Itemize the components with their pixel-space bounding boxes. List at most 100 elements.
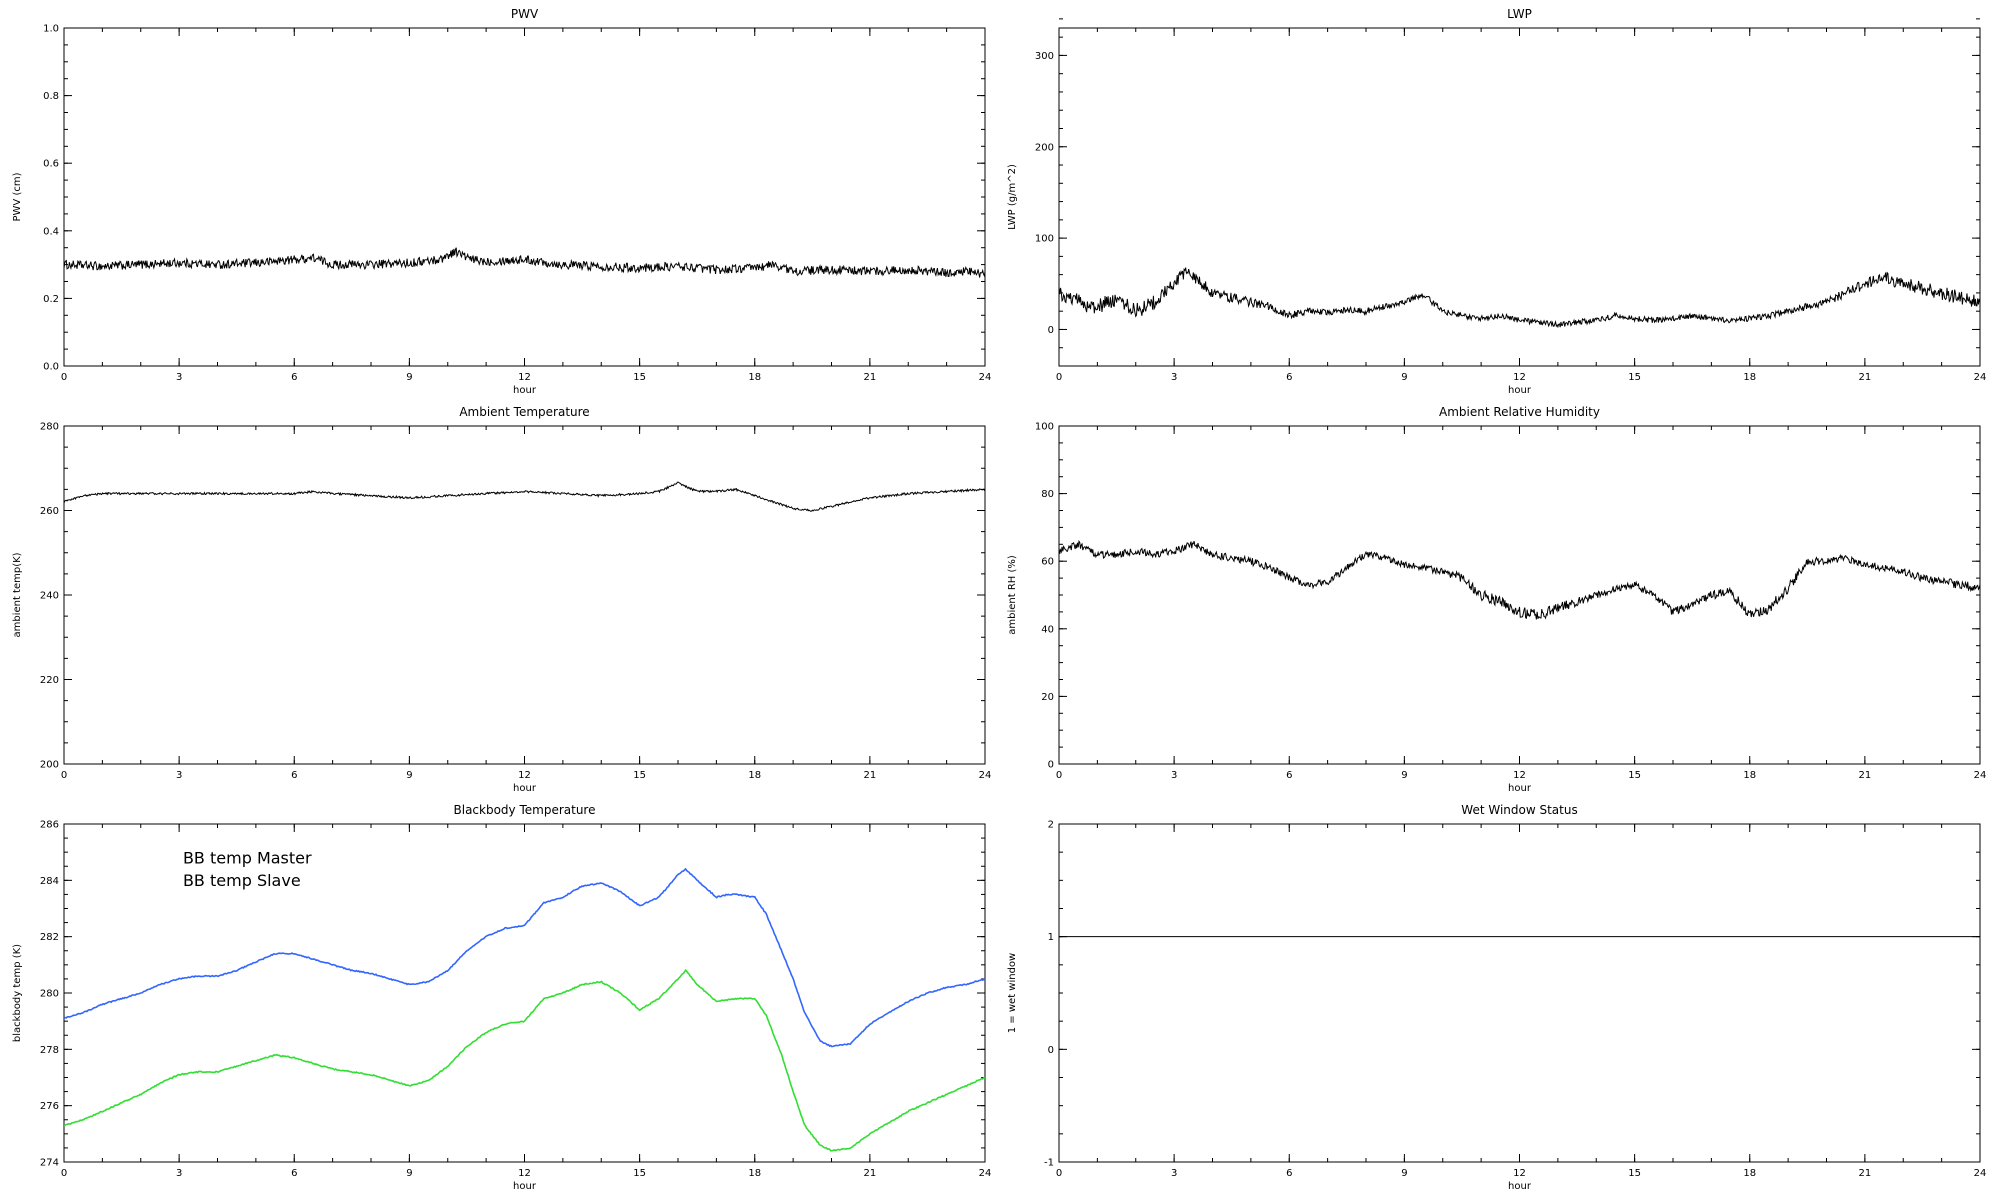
- x-tick-label: 12: [518, 770, 531, 781]
- x-axis-label: hour: [513, 385, 537, 396]
- x-tick-label: 6: [1286, 372, 1292, 383]
- chart-title: Wet Window Status: [1461, 803, 1578, 817]
- y-tick-label: 284: [40, 876, 59, 887]
- x-tick-label: 0: [61, 770, 67, 781]
- y-tick-label: 300: [1035, 51, 1054, 62]
- x-tick-label: 6: [291, 1168, 297, 1179]
- x-tick-label: 12: [1513, 372, 1526, 383]
- bb-temp-master-line: [63, 867, 986, 1048]
- x-tick-label: 3: [1171, 770, 1177, 781]
- y-tick-label: -1: [1044, 1158, 1054, 1169]
- plot-frame: [1058, 27, 1981, 367]
- pwv-line: [63, 247, 986, 278]
- chart-title: PWV: [510, 7, 539, 21]
- axis-ticks: [1058, 823, 1981, 1163]
- y-tick-label: 0.6: [43, 159, 59, 170]
- x-tick-label: 0: [61, 1168, 67, 1179]
- chart-title: Ambient Relative Humidity: [1439, 405, 1600, 419]
- x-tick-label: 9: [1401, 1168, 1407, 1179]
- x-tick-label: 15: [633, 372, 646, 383]
- y-tick-label: 200: [1035, 142, 1054, 153]
- x-tick-label: 24: [979, 1168, 992, 1179]
- x-tick-label: 18: [1743, 1168, 1756, 1179]
- axis-ticks: [63, 823, 986, 1163]
- x-tick-label: 24: [1974, 770, 1987, 781]
- y-tick-label: 274: [40, 1158, 59, 1169]
- y-tick-label: 40: [1041, 624, 1054, 635]
- y-axis-label: PWV (cm): [12, 172, 23, 221]
- y-tick-label: 280: [40, 989, 59, 1000]
- panel-blackbody-temperature: Blackbody Temperature 0 3 6 9 12 15 18 21 24 274 2…: [6, 800, 999, 1196]
- y-tick-label: 20: [1041, 692, 1054, 703]
- panel-pwv: PWV 0 3 6 9 12 15 18 21 24 0.0 0.2 0.4 0.6 0.8 1.0 hour…: [6, 4, 999, 400]
- ambient-temperature-plot: 0 3 6 9 12 15 18 21 24 200 220 240 260 280 hour ambient…: [12, 422, 992, 795]
- x-tick-label: 3: [1171, 372, 1177, 383]
- y-tick-label: 200: [40, 760, 59, 771]
- x-tick-label: 21: [1859, 770, 1872, 781]
- panel-ambient-temperature: Ambient Temperature 0 3 6 9 12 15 18 21 24 200 220…: [6, 402, 999, 798]
- panel-ambient-rh: Ambient Relative Humidity 0 3 6 9 12 15 18 21 24…: [1001, 402, 1994, 798]
- y-tick-label: 0: [1048, 1045, 1054, 1056]
- x-tick-label: 6: [1286, 1168, 1292, 1179]
- x-tick-label: 24: [979, 770, 992, 781]
- axis-ticks: [63, 425, 986, 765]
- x-tick-label: 0: [61, 372, 67, 383]
- x-tick-label: 6: [291, 770, 297, 781]
- chart-title: LWP: [1507, 7, 1532, 21]
- y-tick-label: 2: [1048, 820, 1054, 831]
- y-tick-label: 260: [40, 506, 59, 517]
- panel-wet-window-status: Wet Window Status 0 3 6 9 12 15 18 21 24 -1 0 1 2 hou…: [1001, 800, 1994, 1196]
- axis-ticks: [1058, 425, 1981, 765]
- y-axis-label: ambient temp(K): [12, 552, 23, 637]
- legend-text: BB temp Slave: [183, 871, 301, 890]
- y-tick-label: 280: [40, 422, 59, 433]
- x-axis-label: hour: [513, 783, 537, 794]
- x-tick-label: 15: [1628, 770, 1641, 781]
- x-tick-label: 9: [1401, 770, 1407, 781]
- plot-frame: [63, 27, 986, 367]
- x-tick-label: 0: [1056, 372, 1062, 383]
- plot-frame: [63, 425, 986, 765]
- ambient-rh-line: [1058, 540, 1981, 620]
- ambient-temp-line: [63, 481, 986, 512]
- pwv-plot: 0 3 6 9 12 15 18 21 24 0.0 0.2 0.4 0.6 0.8 1.0 hour PWV …: [12, 24, 992, 397]
- y-tick-label: 1: [1048, 932, 1054, 943]
- x-tick-label: 18: [748, 372, 761, 383]
- y-tick-label: 0.2: [43, 294, 59, 305]
- x-tick-label: 12: [518, 372, 531, 383]
- panel-lwp: LWP 0 3 6 9 12 15 18 21 24 0 100 200 300 hour LWP (g/m…: [1001, 4, 1994, 400]
- y-tick-label: 0: [1048, 760, 1054, 771]
- axis-ticks: [63, 27, 986, 367]
- x-tick-label: 9: [406, 1168, 412, 1179]
- x-tick-label: 9: [406, 770, 412, 781]
- x-tick-label: 24: [1974, 1168, 1987, 1179]
- x-axis-label: hour: [1508, 1181, 1532, 1192]
- ambient-rh-plot: 0 3 6 9 12 15 18 21 24 0 20 40 60 80 100 hour ambient RH…: [1007, 422, 1987, 795]
- y-tick-label: 100: [1035, 422, 1054, 433]
- x-tick-label: 21: [864, 372, 877, 383]
- x-tick-label: 18: [748, 1168, 761, 1179]
- x-tick-label: 6: [1286, 770, 1292, 781]
- plot-frame: [1058, 823, 1981, 1163]
- x-tick-label: 24: [979, 372, 992, 383]
- x-tick-label: 21: [1859, 1168, 1872, 1179]
- x-tick-label: 15: [1628, 1168, 1641, 1179]
- y-tick-label: 0: [1048, 325, 1054, 336]
- blackbody-temperature-plot: 0 3 6 9 12 15 18 21 24 274 276 278 280 282 284 286 hour b…: [12, 820, 992, 1193]
- x-tick-label: 9: [1401, 372, 1407, 383]
- y-tick-label: 276: [40, 1101, 59, 1112]
- y-tick-label: 282: [40, 932, 59, 943]
- x-tick-label: 3: [176, 1168, 182, 1179]
- x-tick-label: 15: [633, 1168, 646, 1179]
- x-tick-label: 15: [1628, 372, 1641, 383]
- y-tick-label: 240: [40, 591, 59, 602]
- y-axis-label: ambient RH (%): [1007, 555, 1018, 635]
- x-tick-label: 6: [291, 372, 297, 383]
- y-axis-label: LWP (g/m^2): [1007, 164, 1018, 230]
- bb-temp-slave-line: [63, 968, 986, 1152]
- y-tick-label: 0.4: [43, 226, 59, 237]
- x-tick-label: 0: [1056, 1168, 1062, 1179]
- x-tick-label: 21: [864, 1168, 877, 1179]
